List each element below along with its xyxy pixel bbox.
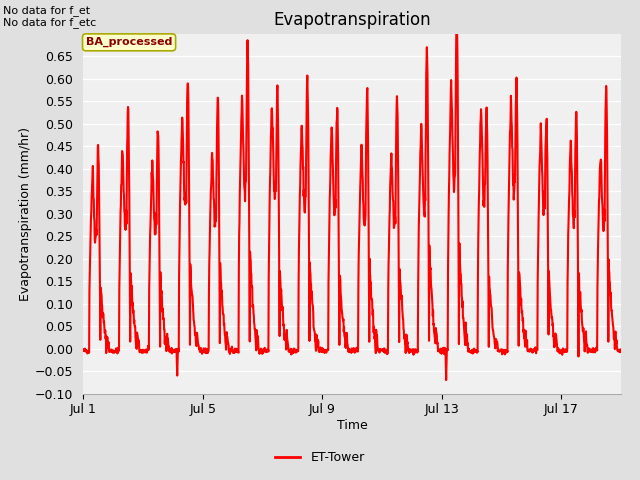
- Legend: ET-Tower: ET-Tower: [270, 446, 370, 469]
- Text: BA_processed: BA_processed: [86, 37, 172, 48]
- Y-axis label: Evapotranspiration (mm/hr): Evapotranspiration (mm/hr): [19, 127, 32, 300]
- Text: No data for f_et
No data for f_etc: No data for f_et No data for f_etc: [3, 5, 97, 28]
- X-axis label: Time: Time: [337, 419, 367, 432]
- Title: Evapotranspiration: Evapotranspiration: [273, 11, 431, 29]
